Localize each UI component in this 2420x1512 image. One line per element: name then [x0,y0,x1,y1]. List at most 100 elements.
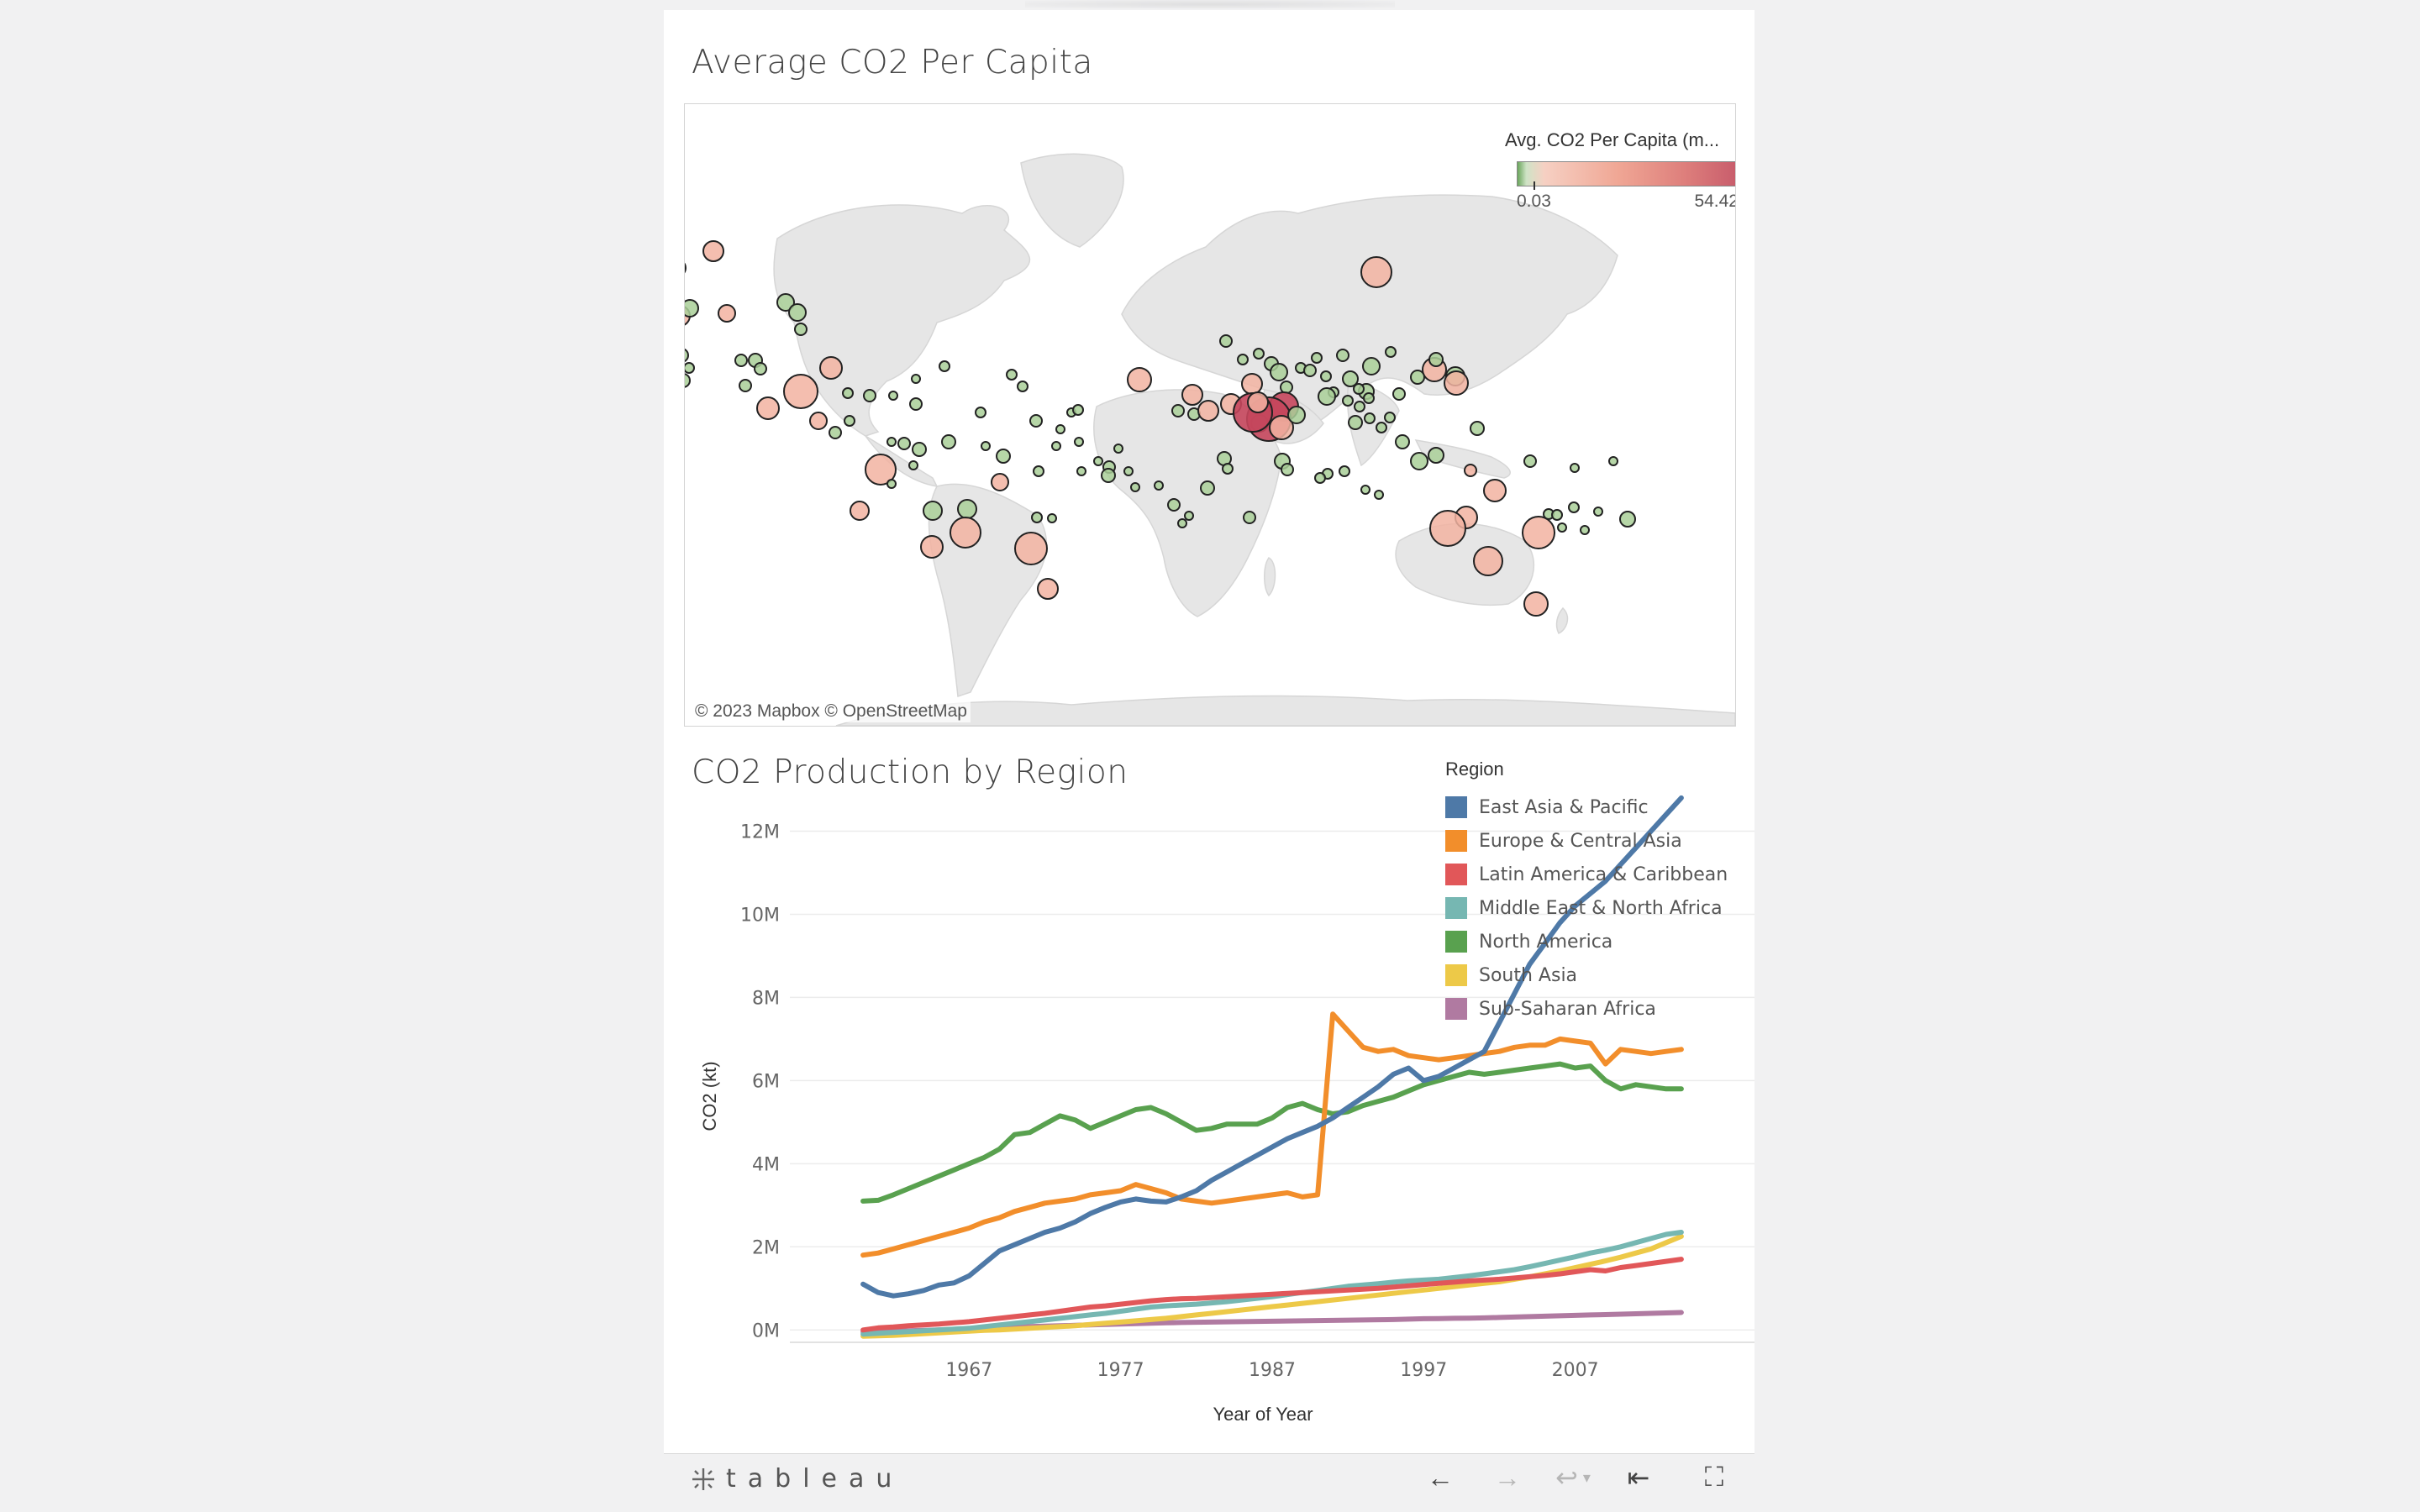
country-circle[interactable] [1444,370,1469,396]
series-line-latin-america-caribbean[interactable] [860,1257,1684,1333]
country-circle[interactable] [865,454,897,486]
country-circle[interactable] [1410,452,1428,470]
country-circle[interactable] [911,374,921,384]
country-circle[interactable] [957,499,977,519]
country-circle[interactable] [1197,400,1219,422]
country-circle[interactable] [1619,511,1636,528]
country-circle[interactable] [1608,456,1618,466]
country-circle[interactable] [991,473,1009,491]
country-circle[interactable] [1363,392,1375,404]
country-circle[interactable] [1280,381,1293,394]
country-circle[interactable] [909,397,923,411]
legend-item[interactable]: South Asia [1445,958,1748,992]
country-circle[interactable] [1428,352,1444,367]
country-circle[interactable] [1593,507,1603,517]
country-circle[interactable] [1181,384,1203,406]
country-circle[interactable] [1395,434,1410,449]
country-circle[interactable] [1241,373,1263,395]
legend-item[interactable]: Sub-Saharan Africa [1445,992,1748,1026]
country-circle[interactable] [788,303,807,322]
undo-button[interactable]: ← [1423,1462,1457,1493]
country-circle[interactable] [756,396,780,420]
country-circle[interactable] [776,293,795,312]
country-circle[interactable] [1093,456,1103,466]
country-circle[interactable] [1130,482,1140,492]
country-circle[interactable] [1243,511,1256,524]
country-circle[interactable] [783,374,818,409]
country-circle[interactable] [1314,472,1326,484]
country-circle[interactable] [1320,370,1332,382]
country-circle[interactable] [1031,512,1043,523]
country-circle[interactable] [754,362,767,375]
country-circle[interactable] [685,348,689,363]
country-circle[interactable] [1101,468,1116,483]
country-circle[interactable] [1171,404,1185,417]
country-circle[interactable] [1006,369,1018,381]
legend-item[interactable]: Latin America & Caribbean [1445,858,1748,891]
country-circle[interactable] [1033,465,1044,477]
country-circle[interactable] [829,426,842,439]
country-circle[interactable] [1339,465,1350,477]
country-circle[interactable] [718,304,736,323]
country-circle[interactable] [1270,363,1288,381]
country-circle[interactable] [923,501,943,521]
map-color-legend[interactable]: Avg. CO2 Per Capita (m... 0.03 54.42 [1493,129,1735,222]
country-circle[interactable] [1429,510,1466,547]
country-circle[interactable] [1557,522,1567,533]
country-circle[interactable] [842,387,854,399]
legend-item[interactable]: Middle East & North Africa [1445,891,1748,925]
country-circle[interactable] [1354,401,1365,412]
country-circle[interactable] [897,437,911,450]
country-circle[interactable] [809,412,828,430]
country-circle[interactable] [1200,480,1215,496]
country-circle[interactable] [941,434,956,449]
reset-button[interactable]: ⇤ [1622,1462,1655,1493]
country-circle[interactable] [939,360,950,372]
country-circle[interactable] [1311,352,1323,364]
series-line-north-america[interactable] [860,1061,1684,1204]
country-circle[interactable] [912,442,927,457]
country-circle[interactable] [920,535,944,559]
country-circle[interactable] [996,449,1011,464]
country-circle[interactable] [685,362,695,374]
line-chart[interactable]: 0M 2M 4M 6M 8M 10M 12M 1967 1977 1987 1997 2007 CO… [664,739,1754,1445]
country-circle[interactable] [1342,395,1354,407]
country-circle[interactable] [950,517,981,549]
country-circle[interactable] [1336,349,1349,362]
map-layer[interactable] [685,104,1735,726]
redo-button[interactable]: → [1491,1462,1524,1493]
country-circle[interactable] [1017,381,1028,392]
country-circle[interactable] [702,240,724,262]
country-circle[interactable] [1222,463,1234,475]
country-circle[interactable] [975,407,986,418]
country-circle[interactable] [1154,480,1164,491]
country-circle[interactable] [908,460,918,470]
country-circle[interactable] [1523,591,1549,617]
country-circle[interactable] [1376,422,1387,433]
country-circle[interactable] [1247,391,1269,413]
country-circle[interactable] [1167,498,1181,512]
series-line-east-asia-pacific[interactable] [860,795,1684,1299]
country-circle[interactable] [1470,421,1485,436]
country-circle[interactable] [1360,485,1370,495]
legend-item[interactable]: North America [1445,925,1748,958]
country-circle[interactable] [1076,466,1086,476]
country-circle[interactable] [888,391,898,401]
country-circle[interactable] [844,415,855,427]
country-circle[interactable] [685,260,687,276]
country-circle[interactable] [1342,370,1359,387]
country-circle[interactable] [1281,463,1294,476]
country-circle[interactable] [1364,412,1376,424]
country-circle[interactable] [1568,501,1580,513]
country-circle[interactable] [1473,546,1503,576]
country-circle[interactable] [1029,414,1043,428]
legend-item[interactable]: Europe & Central Asia [1445,824,1748,858]
country-circle[interactable] [1177,518,1187,528]
country-circle[interactable] [1580,525,1590,535]
country-circle[interactable] [1374,490,1384,500]
map-attribution[interactable]: © 2023 Mapbox © OpenStreetMap [692,701,971,722]
country-circle[interactable] [1037,578,1059,600]
country-circle[interactable] [1074,437,1084,447]
country-circle[interactable] [1551,509,1563,521]
country-circle[interactable] [1384,412,1396,423]
